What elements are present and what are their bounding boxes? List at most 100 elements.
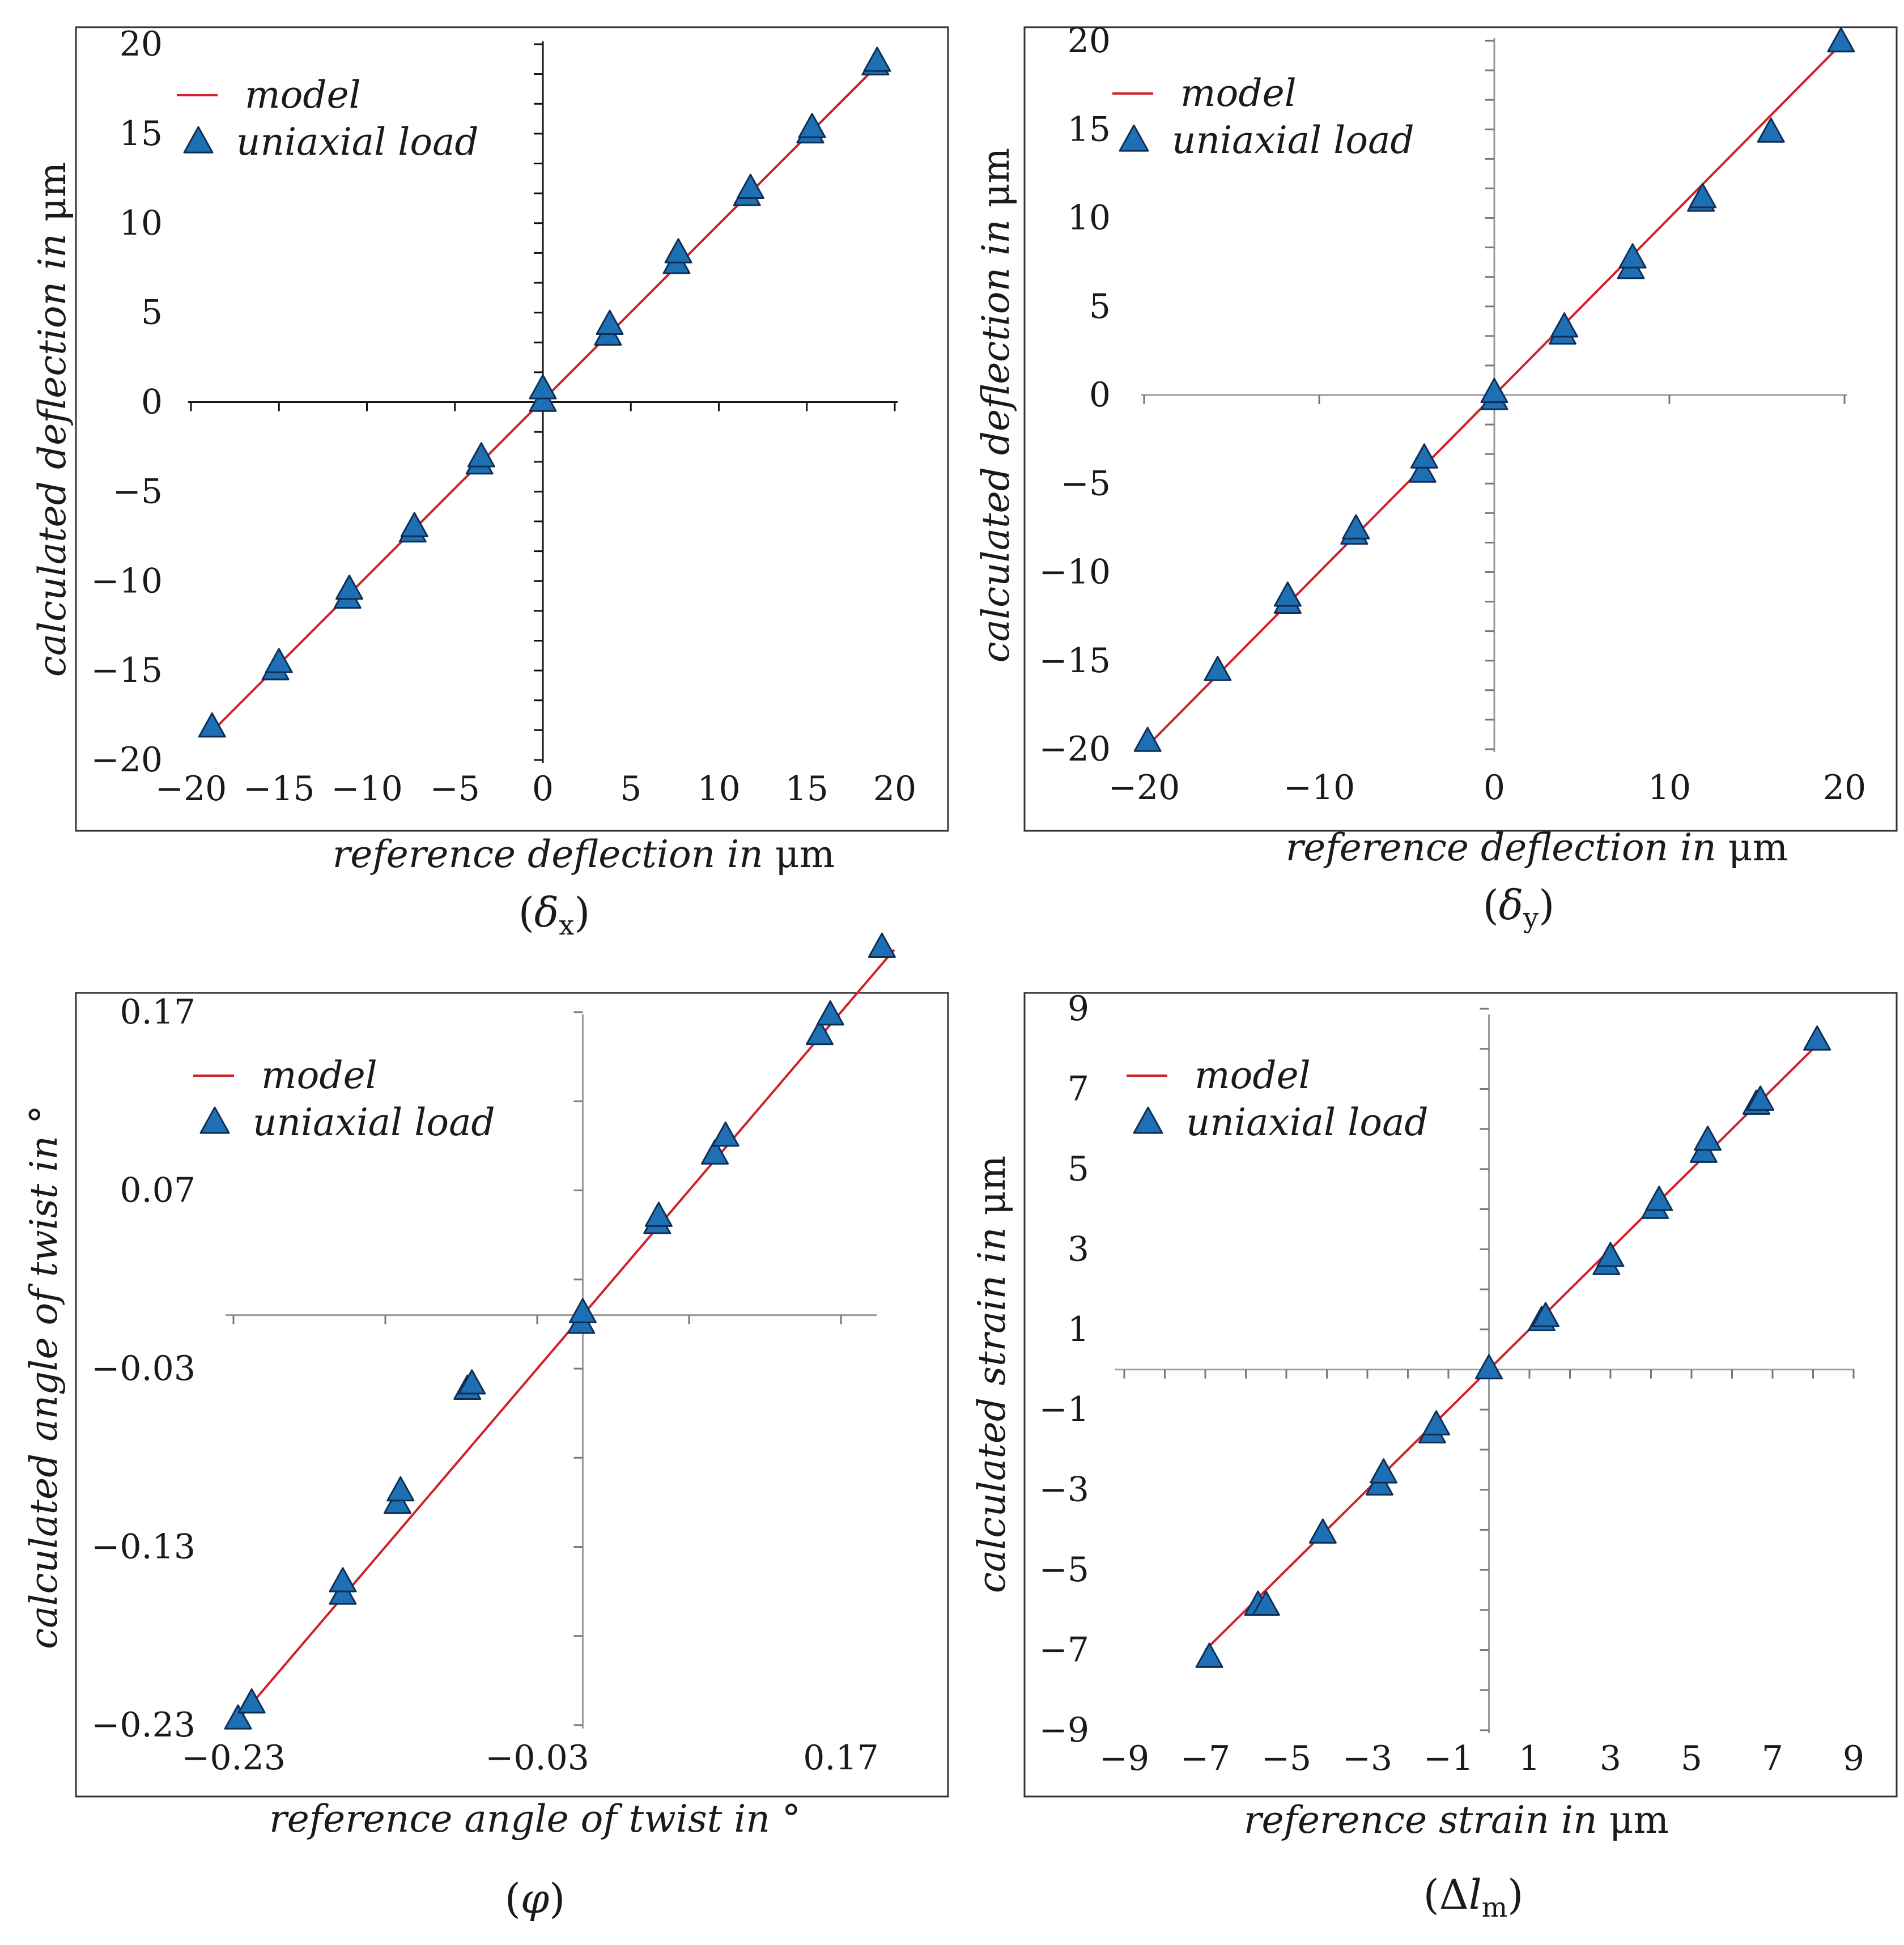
legend-model-label: model [261, 1054, 377, 1097]
y-tick-label: 0 [1089, 375, 1111, 415]
legend-uniaxial-label: uniaxial load [236, 120, 479, 164]
y-tick-label: −20 [1039, 729, 1111, 769]
y-axis-label-unit: μm [974, 148, 1018, 207]
x-tick-label: −15 [243, 769, 315, 809]
x-tick-label: 9 [1843, 1739, 1864, 1778]
data-point-marker [1757, 117, 1785, 143]
panel-caption: (δy) [1483, 881, 1555, 934]
y-tick-label: −3 [1039, 1470, 1089, 1510]
x-tick-label: 3 [1600, 1739, 1621, 1778]
caption-paren-close: ) [1538, 881, 1554, 929]
chart-panel-dlm: −9 −7 −5 −3 −1 1 3 5 7 9 −9 −7 −5 −3 −1 1 3 5 7 9 reference … [970, 989, 1898, 1923]
data-point-marker [458, 1369, 486, 1395]
x-axis-label-unit: ° [782, 1797, 801, 1841]
x-tick-label: 1 [1519, 1739, 1540, 1778]
y-tick-label: 0 [141, 383, 163, 422]
y-tick-label: −5 [113, 472, 163, 511]
data-point-marker [805, 1020, 834, 1046]
y-tick-label: 0.17 [120, 992, 196, 1032]
caption-paren-close: ) [1507, 1871, 1523, 1918]
data-point-marker [1342, 514, 1370, 540]
x-axis-label: reference deflection in μm [1286, 826, 1788, 869]
chart-panel-phi: −0.23 −0.03 0.17−0.23−0.13−0.030.070.17ref… [22, 932, 949, 1922]
y-tick-label: 1 [1068, 1310, 1089, 1349]
data-point-marker [1252, 1590, 1280, 1616]
y-tick-label: 15 [120, 114, 163, 154]
chart-panel-dy: −20 −10 0 10 20 −20 −15 −10 −5 0 5 10 15 20 reference … [974, 21, 1898, 934]
caption-paren-open: ( [1483, 881, 1499, 929]
x-tick-label: −10 [331, 769, 403, 809]
data-point-marker [1410, 443, 1438, 469]
legend-uniaxial-label: uniaxial load [1186, 1101, 1429, 1144]
data-point-marker [701, 1139, 729, 1165]
data-point-marker [816, 1000, 844, 1026]
legend-model-label: model [1195, 1054, 1311, 1097]
caption-symbol: φ [521, 1875, 550, 1922]
x-tick-label: −20 [1108, 768, 1180, 808]
y-axis-label-text: calculated strain in [970, 1215, 1014, 1593]
data-point-marker [265, 648, 293, 673]
data-point-marker [1195, 1642, 1223, 1668]
y-tick-label: 7 [1068, 1069, 1089, 1109]
chart-frame [75, 992, 949, 1798]
y-axis-label: calculated strain in μm [970, 1156, 1014, 1593]
x-tick-label: 20 [1823, 768, 1866, 808]
data-point-marker [237, 1688, 266, 1714]
data-point-marker [1746, 1085, 1775, 1111]
y-tick-label: −15 [91, 651, 163, 690]
data-point-marker [664, 238, 692, 264]
caption-symbol: δ [534, 889, 559, 936]
data-point-marker [1550, 312, 1579, 338]
legend-marker-swatch [1133, 1106, 1163, 1134]
x-tick-label: 0 [532, 769, 554, 809]
panel-caption: (φ) [505, 1875, 566, 1922]
data-point-marker [529, 374, 557, 400]
caption-paren-close: ) [574, 889, 590, 936]
y-axis-label: calculated angle of twist in ° [22, 1105, 66, 1649]
x-axis-label: reference angle of twist in ° [269, 1797, 801, 1841]
data-point-marker [1532, 1302, 1560, 1327]
x-axis-label-text: reference angle of twist in [269, 1797, 782, 1841]
data-point-marker [198, 712, 226, 738]
legend-marker-swatch [183, 126, 214, 154]
data-point-marker [596, 309, 624, 335]
x-tick-label: −0.03 [485, 1738, 589, 1778]
x-tick-label: 0.17 [803, 1738, 879, 1778]
data-point-marker [736, 173, 764, 199]
y-tick-label: −9 [1039, 1710, 1089, 1750]
y-tick-label: −15 [1039, 641, 1111, 681]
data-point-marker [335, 574, 363, 600]
x-tick-label: 0 [1484, 768, 1505, 808]
x-tick-label: 10 [1648, 768, 1691, 808]
data-point-marker [644, 1201, 673, 1227]
x-axis-label: reference deflection in μm [333, 833, 835, 876]
data-point-marker [1204, 656, 1232, 681]
data-point-marker [1273, 581, 1302, 607]
y-tick-label: −1 [1039, 1390, 1089, 1429]
y-tick-label: −0.03 [91, 1349, 196, 1388]
data-point-marker [1689, 182, 1717, 209]
x-tick-label: 5 [1681, 1739, 1702, 1778]
y-tick-label: 10 [120, 203, 163, 243]
data-point-marker [1645, 1186, 1673, 1211]
caption-subscript: x [559, 910, 574, 941]
caption-subscript: m [1482, 1892, 1508, 1923]
x-axis-label-unit: μm [1728, 826, 1788, 869]
caption-subscript: y [1523, 902, 1538, 934]
data-point-marker [1480, 377, 1508, 404]
y-axis-label-text: calculated deflection in [974, 207, 1018, 663]
x-tick-label: 7 [1762, 1739, 1783, 1778]
y-tick-label: 10 [1068, 198, 1111, 238]
data-point-marker [467, 442, 495, 468]
x-tick-label: −5 [1261, 1739, 1311, 1778]
y-axis-label: calculated deflection in μm [974, 148, 1018, 663]
y-tick-label: 3 [1068, 1229, 1089, 1269]
data-point-marker [1827, 27, 1855, 53]
data-point-marker [1694, 1126, 1722, 1151]
data-point-marker [1475, 1354, 1503, 1379]
chart-frame [1023, 992, 1898, 1798]
data-point-marker [1370, 1458, 1398, 1484]
data-point-marker [1133, 727, 1162, 752]
data-point-marker [1803, 1025, 1831, 1051]
